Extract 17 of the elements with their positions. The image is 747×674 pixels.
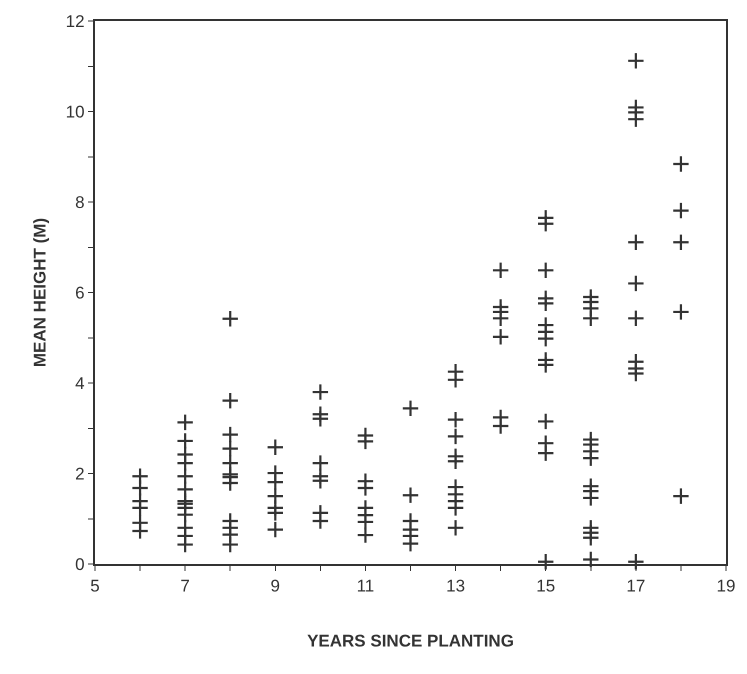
y-tick-label: 2 bbox=[75, 464, 85, 484]
y-tick-label: 0 bbox=[75, 554, 85, 574]
y-tick-label: 12 bbox=[66, 12, 85, 31]
x-tick-label: 7 bbox=[180, 576, 190, 596]
y-tick-label: 4 bbox=[75, 374, 85, 393]
x-tick-label: 11 bbox=[356, 576, 374, 596]
x-tick-label: 13 bbox=[446, 576, 466, 596]
x-tick-label: 19 bbox=[716, 576, 736, 596]
x-axis-title: YEARS SINCE PLANTING bbox=[307, 631, 514, 650]
y-tick-label: 6 bbox=[75, 283, 85, 302]
y-axis-title: MEAN HEIGHT (M) bbox=[30, 218, 50, 368]
y-tick-label: 10 bbox=[66, 102, 85, 122]
x-tick-label: 17 bbox=[626, 576, 646, 596]
x-tick-label: 9 bbox=[270, 576, 280, 596]
x-tick-label: 5 bbox=[90, 576, 100, 596]
y-tick-label: 8 bbox=[75, 192, 85, 212]
x-tick-label: 15 bbox=[536, 576, 556, 596]
